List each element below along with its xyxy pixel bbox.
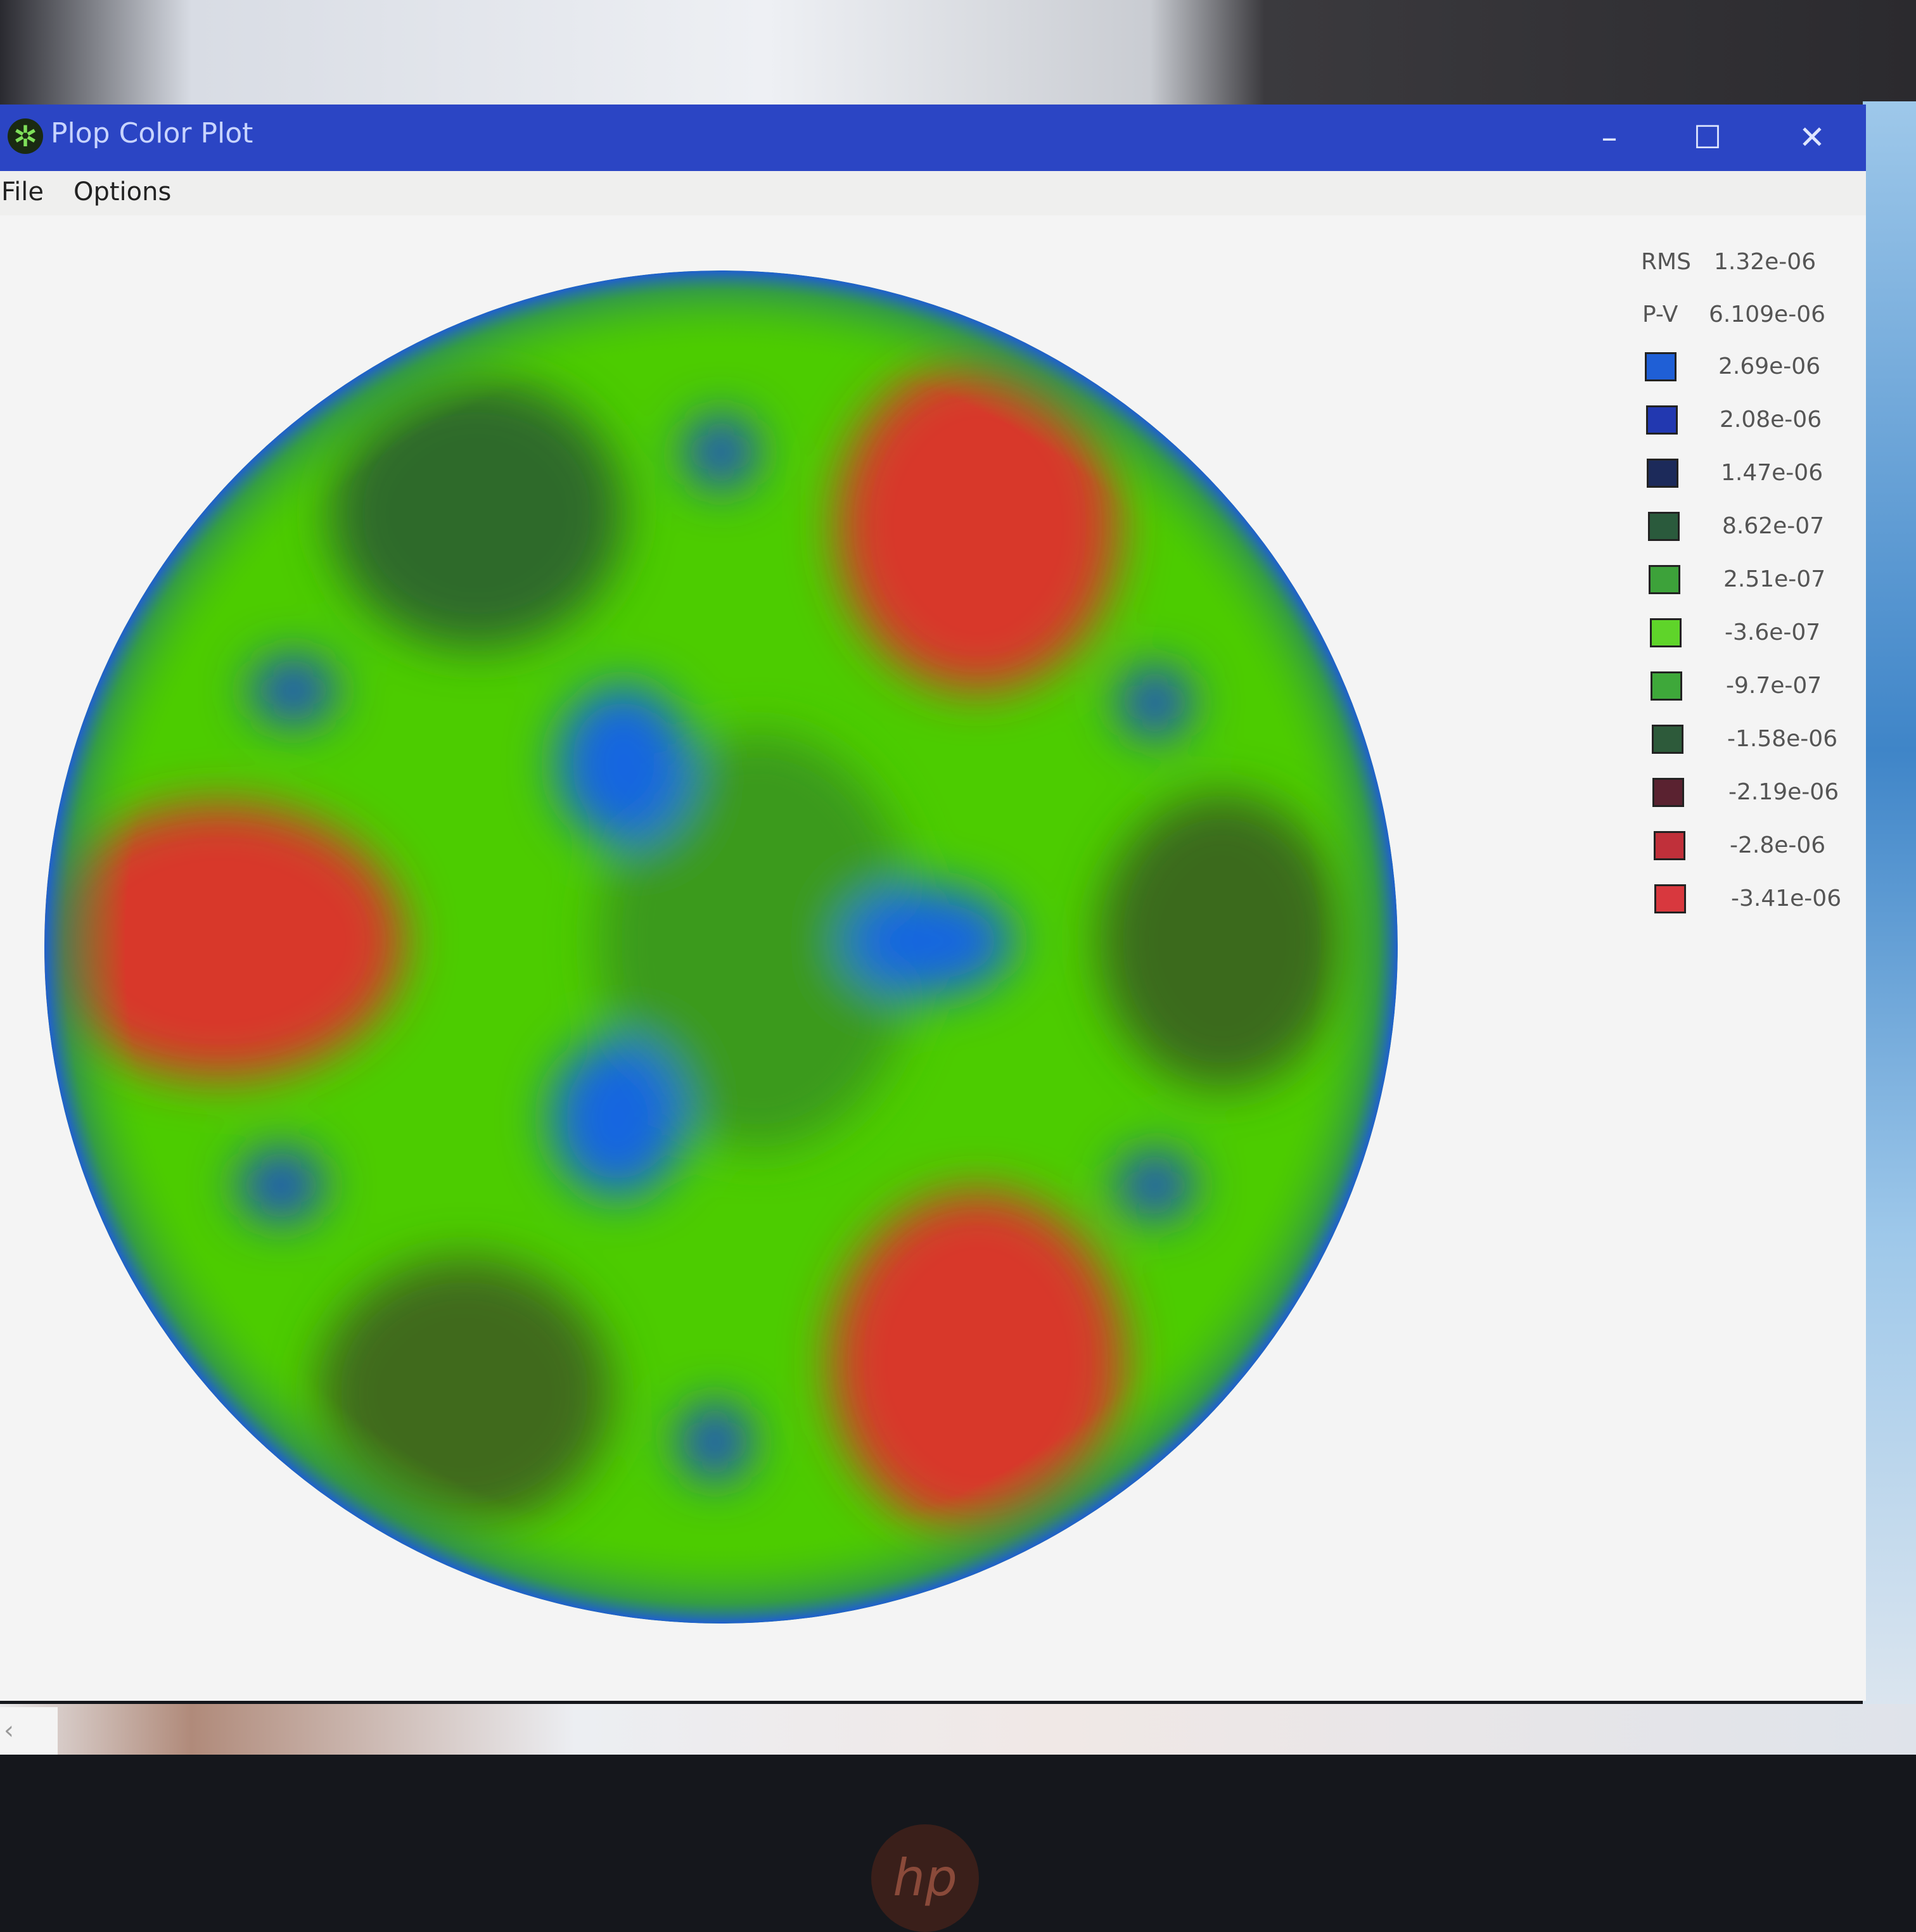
scroll-left-button[interactable]: ‹ [0, 1707, 58, 1755]
legend-value: 2.51e-07 [1723, 566, 1826, 592]
maximize-button[interactable]: ☐ [1673, 112, 1742, 163]
plop-app-icon: ✲ [8, 118, 43, 154]
legend-swatch [1647, 459, 1678, 488]
menu-file[interactable]: File [1, 177, 44, 207]
legend-value: -3.6e-07 [1725, 620, 1821, 645]
legend-swatch [1651, 671, 1682, 701]
legend-value: 2.08e-06 [1720, 407, 1822, 433]
legend-swatch [1651, 725, 1683, 754]
rms-label: RMS [1641, 249, 1691, 275]
maximize-icon: ☐ [1693, 119, 1722, 156]
minimize-icon: – [1601, 119, 1618, 156]
legend-value: 2.69e-06 [1718, 353, 1821, 379]
menu-options[interactable]: Options [73, 177, 172, 207]
legend-swatch [1652, 778, 1684, 807]
close-button[interactable]: ✕ [1777, 112, 1847, 163]
hp-logo: hp [871, 1824, 979, 1932]
rms-value: 1.32e-06 [1714, 249, 1817, 275]
legend-value: -1.58e-06 [1727, 726, 1838, 752]
legend-value: -2.8e-06 [1730, 832, 1826, 858]
menu-bar: File Options [0, 171, 1866, 215]
photo-background-top [0, 0, 1916, 108]
legend-value: 1.47e-06 [1721, 460, 1823, 486]
legend-value: -2.19e-06 [1728, 779, 1839, 805]
minimize-button[interactable]: – [1574, 112, 1644, 163]
pv-value: 6.109e-06 [1709, 302, 1826, 327]
legend-swatch [1649, 618, 1682, 647]
legend-swatch [1645, 352, 1676, 381]
legend-swatch [1649, 565, 1680, 594]
legend-swatch [1647, 512, 1680, 541]
legend-swatch [1654, 884, 1686, 913]
legend-swatch [1645, 405, 1678, 435]
title-bar[interactable]: ✲ Plop Color Plot – ☐ ✕ [0, 105, 1866, 171]
window-title: Plop Color Plot [51, 117, 253, 149]
legend-value: 8.62e-07 [1722, 513, 1825, 539]
legend-value: -3.41e-06 [1731, 886, 1842, 912]
legend-value: -9.7e-07 [1726, 673, 1822, 699]
map-edge [44, 270, 1398, 1624]
legend-swatch [1653, 831, 1685, 860]
pv-label: P-V [1642, 302, 1678, 327]
desktop-background-right [1863, 101, 1916, 1723]
taskbar-strip [0, 1704, 1916, 1755]
close-icon: ✕ [1799, 119, 1825, 156]
